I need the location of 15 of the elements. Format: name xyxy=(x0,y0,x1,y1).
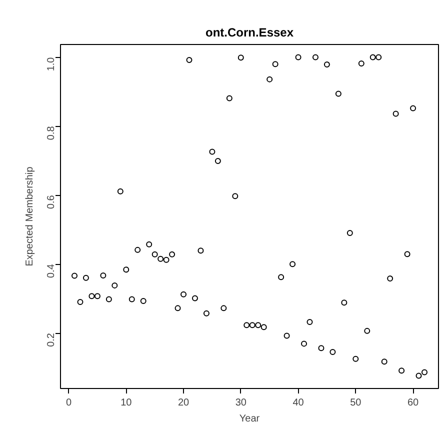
x-tick-label: 60 xyxy=(407,398,420,408)
x-tick-label: 0 xyxy=(66,398,72,408)
x-tick-label: 20 xyxy=(178,398,190,408)
y-tick-label: 0.8 xyxy=(46,126,57,140)
y-tick-label: 0.4 xyxy=(46,264,57,278)
y-tick-label: 0.2 xyxy=(46,332,57,347)
x-tick-label: 30 xyxy=(235,398,247,408)
y-axis-title: Expected Membership xyxy=(24,166,36,266)
y-tick-label: 1.0 xyxy=(46,56,57,72)
x-tick-label: 10 xyxy=(120,398,132,408)
x-axis-title: Year xyxy=(239,414,260,424)
y-tick-label: 0.6 xyxy=(46,194,57,210)
x-tick-label: 50 xyxy=(350,398,362,408)
chart-title: ont.Corn.Essex xyxy=(205,26,294,40)
x-tick-label: 40 xyxy=(292,398,304,408)
